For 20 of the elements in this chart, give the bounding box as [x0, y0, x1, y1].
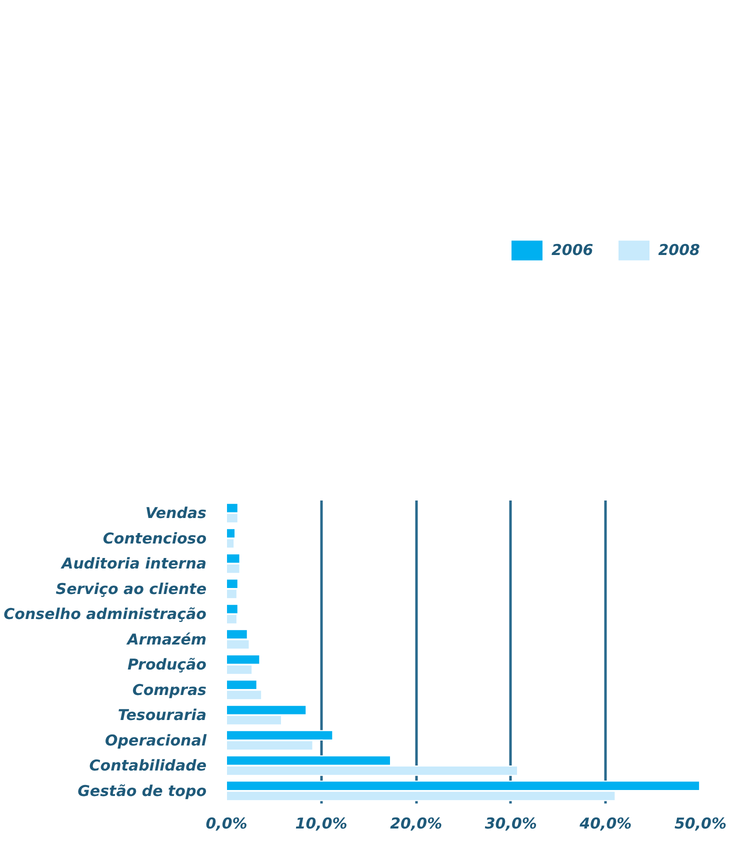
y-tick-label: Operacional	[105, 731, 208, 750]
y-tick-label: Vendas	[145, 504, 207, 522]
y-tick-label: Produção	[128, 656, 207, 674]
y-tick-label: Armazém	[126, 630, 207, 648]
y-tick-label: Gestão de topo	[78, 782, 207, 800]
y-tick-label: Contencioso	[102, 529, 207, 548]
y-tick-label: Auditoria interna	[60, 554, 207, 573]
x-tick-label: 30,0%	[484, 814, 537, 832]
legend-label: 2008	[658, 241, 700, 259]
x-tick-label: 50,0%	[674, 814, 727, 832]
x-tick-label: 40,0%	[578, 814, 632, 832]
legend-label: 2006	[552, 241, 594, 259]
y-tick-label: Contabilidade	[89, 756, 206, 775]
y-tick-label: Compras	[132, 680, 207, 699]
x-tick-label: 10,0%	[295, 814, 348, 832]
y-tick-label: Conselho administração	[4, 605, 207, 624]
x-tick-label: 20,0%	[390, 814, 442, 832]
y-tick-label: Tesouraria	[118, 706, 207, 724]
y-tick-label: Serviço ao cliente	[56, 580, 206, 598]
x-tick-label: 0,0%	[206, 814, 248, 832]
